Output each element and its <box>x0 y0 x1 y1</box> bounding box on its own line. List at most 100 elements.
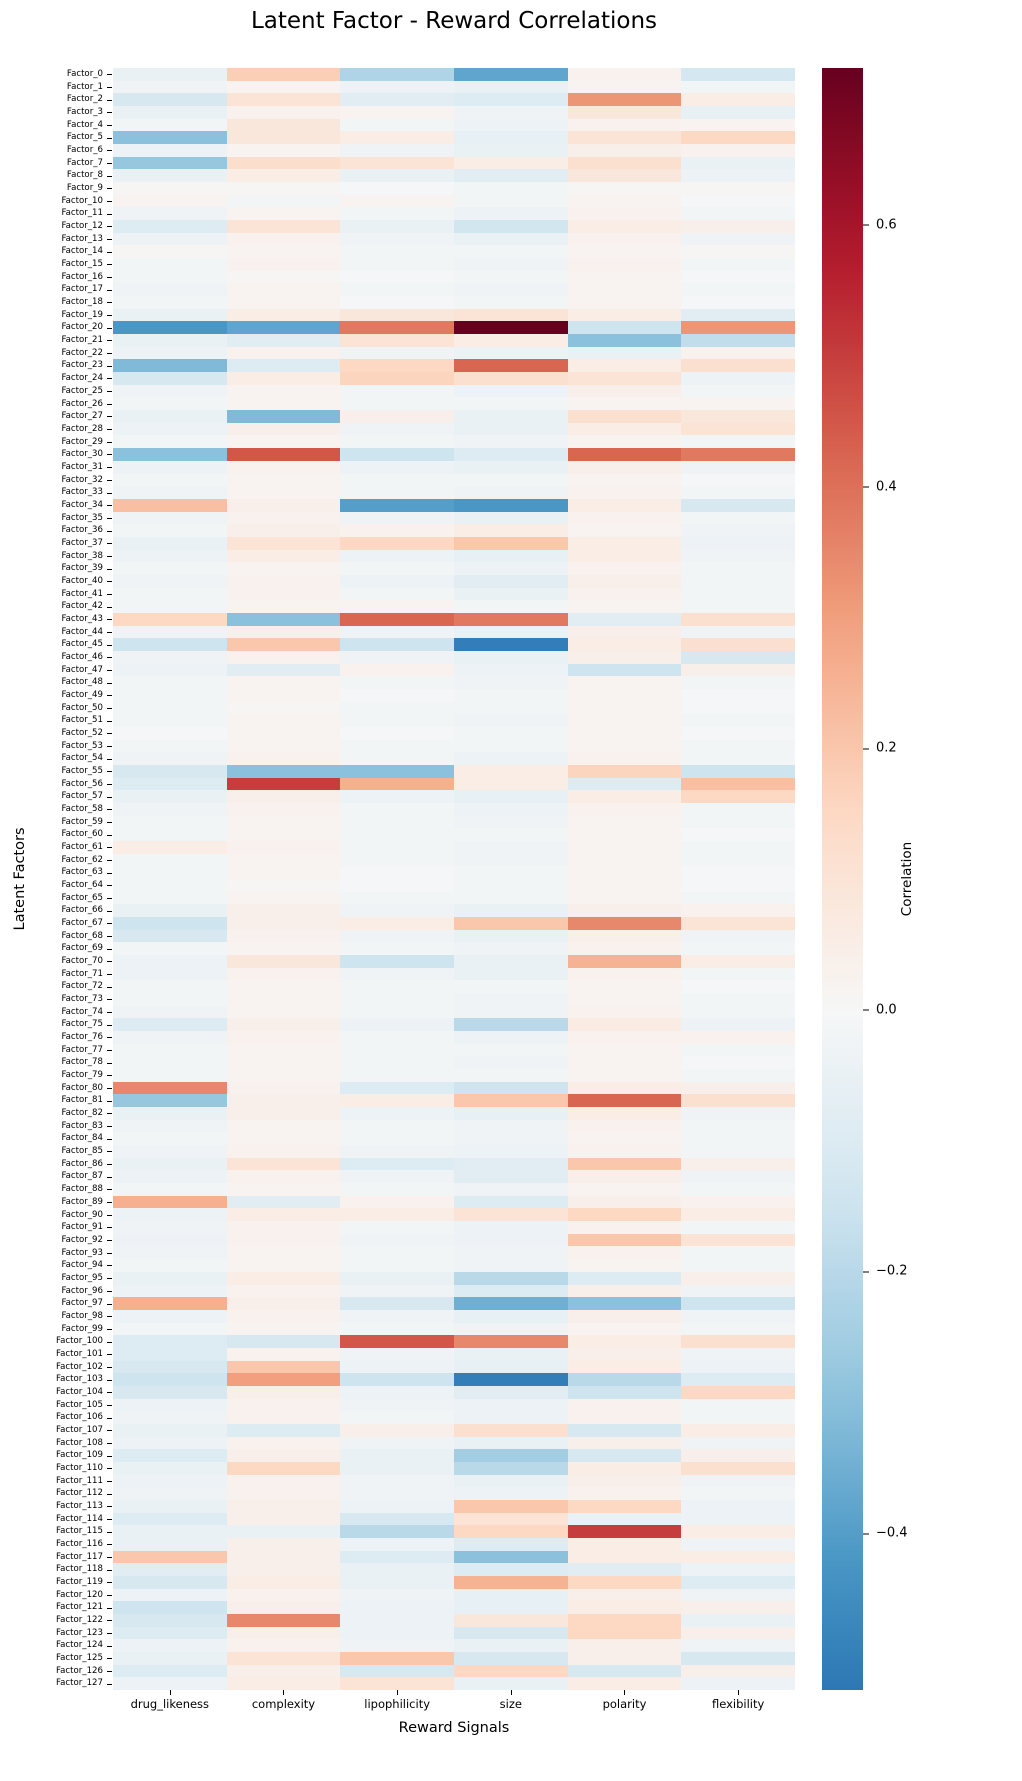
heatmap-cell <box>113 1043 227 1057</box>
y-tick-label: Factor_58 <box>0 803 112 816</box>
y-tick-label: Factor_87 <box>0 1170 112 1183</box>
heatmap-cell <box>681 1461 795 1475</box>
heatmap-cell <box>226 1449 341 1462</box>
y-tick-label: Factor_0 <box>0 68 112 81</box>
y-tick-label: Factor_14 <box>0 245 112 258</box>
heatmap-cell <box>113 194 227 208</box>
y-tick-label: Factor_86 <box>0 1158 112 1171</box>
heatmap-cell <box>340 1221 454 1234</box>
heatmap-cell <box>226 422 341 436</box>
heatmap-cell <box>340 232 454 246</box>
y-tick-label: Factor_109 <box>0 1449 112 1462</box>
heatmap-cell <box>567 1613 682 1627</box>
y-tick-label: Factor_19 <box>0 309 112 322</box>
heatmap-cell <box>453 802 568 816</box>
heatmap-cell <box>113 840 227 854</box>
heatmap-cell <box>340 1461 454 1475</box>
colorbar-tick-label: 0.2 <box>863 741 897 756</box>
heatmap-cell <box>226 106 341 119</box>
heatmap-cell <box>453 1043 568 1057</box>
heatmap-cell <box>567 1411 682 1424</box>
heatmap-cell <box>681 549 795 563</box>
y-tick-label: Factor_89 <box>0 1196 112 1209</box>
heatmap-cell <box>567 1132 682 1146</box>
heatmap-cell <box>681 410 795 423</box>
heatmap-cell <box>567 1208 682 1222</box>
heatmap-cell <box>681 524 795 537</box>
heatmap-cell <box>453 1423 568 1437</box>
heatmap-cell <box>226 1550 341 1564</box>
y-tick-label: Factor_22 <box>0 347 112 360</box>
y-tick-label: Factor_65 <box>0 892 112 905</box>
heatmap-cell <box>340 1005 454 1019</box>
y-tick-label: Factor_45 <box>0 638 112 651</box>
heatmap-cell <box>226 942 341 956</box>
heatmap-cell <box>226 777 341 791</box>
heatmap-cell <box>567 220 682 233</box>
heatmap-cell <box>567 1601 682 1614</box>
heatmap-cell <box>453 1639 568 1652</box>
heatmap-cell <box>226 980 341 994</box>
heatmap-cell <box>681 68 795 81</box>
y-tick-label: Factor_120 <box>0 1589 112 1602</box>
heatmap-cell <box>567 511 682 525</box>
y-tick-label: Factor_2 <box>0 93 112 106</box>
heatmap-cell <box>113 726 227 740</box>
y-axis-tick-labels: Factor_0 Factor_1 Factor_2 Factor_3 Factor_4… <box>0 68 112 1690</box>
heatmap-cell <box>453 562 568 575</box>
heatmap-cell <box>340 194 454 208</box>
x-tick-label: flexibility <box>681 1690 795 1711</box>
y-tick-label: Factor_90 <box>0 1208 112 1221</box>
heatmap-cell <box>453 308 568 322</box>
heatmap-cell <box>567 625 682 639</box>
heatmap-cell <box>113 1525 227 1538</box>
heatmap-cell <box>340 118 454 132</box>
heatmap-cell <box>113 131 227 145</box>
heatmap-cell <box>113 410 227 423</box>
heatmap-cell <box>340 1436 454 1450</box>
heatmap-cell <box>226 118 341 132</box>
heatmap-cell <box>226 1221 341 1234</box>
heatmap-cell <box>340 1322 454 1336</box>
heatmap-cell <box>567 397 682 411</box>
heatmap-cell <box>453 638 568 651</box>
heatmap-cell <box>681 308 795 322</box>
heatmap-cell <box>681 739 795 753</box>
heatmap-cell <box>226 410 341 423</box>
heatmap-cell <box>340 1537 454 1551</box>
y-tick-label: Factor_117 <box>0 1551 112 1564</box>
y-tick-label: Factor_80 <box>0 1082 112 1095</box>
heatmap-cell <box>226 1677 341 1690</box>
heatmap-cell <box>340 1385 454 1399</box>
heatmap-cell <box>226 1208 341 1222</box>
y-tick-label: Factor_75 <box>0 1018 112 1031</box>
heatmap-cell <box>681 777 795 791</box>
heatmap-cell <box>113 486 227 499</box>
heatmap-cell <box>681 967 795 981</box>
heatmap-cell <box>567 1018 682 1032</box>
heatmap-cell <box>453 220 568 233</box>
heatmap-cell <box>226 1601 341 1614</box>
heatmap-cell <box>113 1347 227 1361</box>
heatmap-cell <box>226 1094 341 1108</box>
heatmap-cell <box>453 1018 568 1032</box>
y-tick-label: Factor_82 <box>0 1107 112 1120</box>
heatmap-cell <box>567 93 682 107</box>
heatmap-cell <box>340 1259 454 1272</box>
y-tick-label: Factor_77 <box>0 1044 112 1057</box>
heatmap-cell <box>340 866 454 879</box>
heatmap-cell <box>340 600 454 613</box>
heatmap-cell <box>226 245 341 259</box>
heatmap-cell <box>567 1347 682 1361</box>
heatmap-cell <box>567 182 682 195</box>
y-tick-label: Factor_122 <box>0 1614 112 1627</box>
heatmap-cell <box>681 258 795 271</box>
x-axis-tick-labels: drug_likeness complexity lipophilicity size… <box>113 1690 795 1711</box>
heatmap-cell <box>453 993 568 1006</box>
heatmap-cell <box>567 1259 682 1272</box>
heatmap-cell <box>340 714 454 727</box>
heatmap-cell <box>567 1360 682 1374</box>
heatmap-cell <box>567 1056 682 1070</box>
heatmap-cell <box>113 688 227 702</box>
heatmap-cell <box>113 1056 227 1070</box>
